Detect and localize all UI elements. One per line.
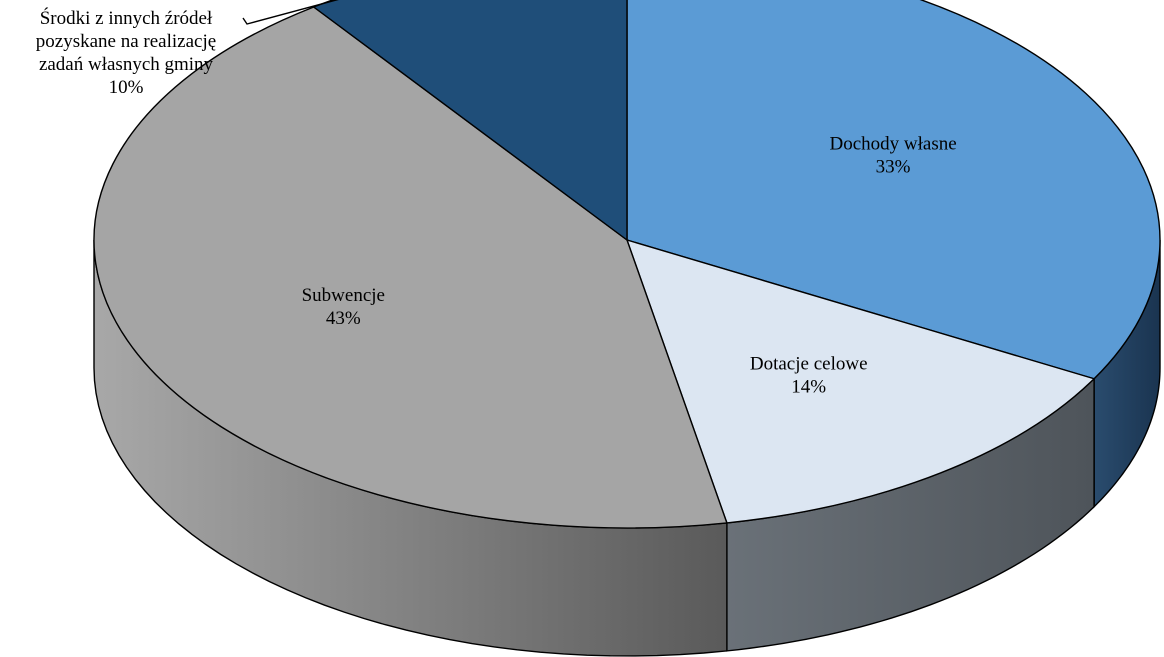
- pie-slice-srodki-z-innych-zrodel-pozyska: [313, 0, 628, 241]
- pie-slice-dochody-wlasne: [626, 0, 1161, 380]
- slice-label-subwencje: Subwencje 43%: [302, 285, 385, 329]
- pie-slice-subwencje: [93, 6, 728, 529]
- slice-label-dochody-wlasne: Dochody własne 33%: [830, 134, 957, 178]
- leader-line-srodki-z-innych-zrodel-pozyska: [242, 0, 339, 25]
- slice-label-dotacje-celowe: Dotacje celowe 14%: [750, 354, 868, 398]
- slice-label-srodki-z-innych-zrodel-pozyska: Środki z innych źródeł pozyskane na reali…: [36, 7, 216, 98]
- pie-labels: Dochody własne 33% Dotacje celowe 14% Subwen…: [36, 0, 957, 398]
- pie-slice-dotacje-celowe: [626, 239, 1095, 524]
- pie-slices: [93, 0, 1161, 529]
